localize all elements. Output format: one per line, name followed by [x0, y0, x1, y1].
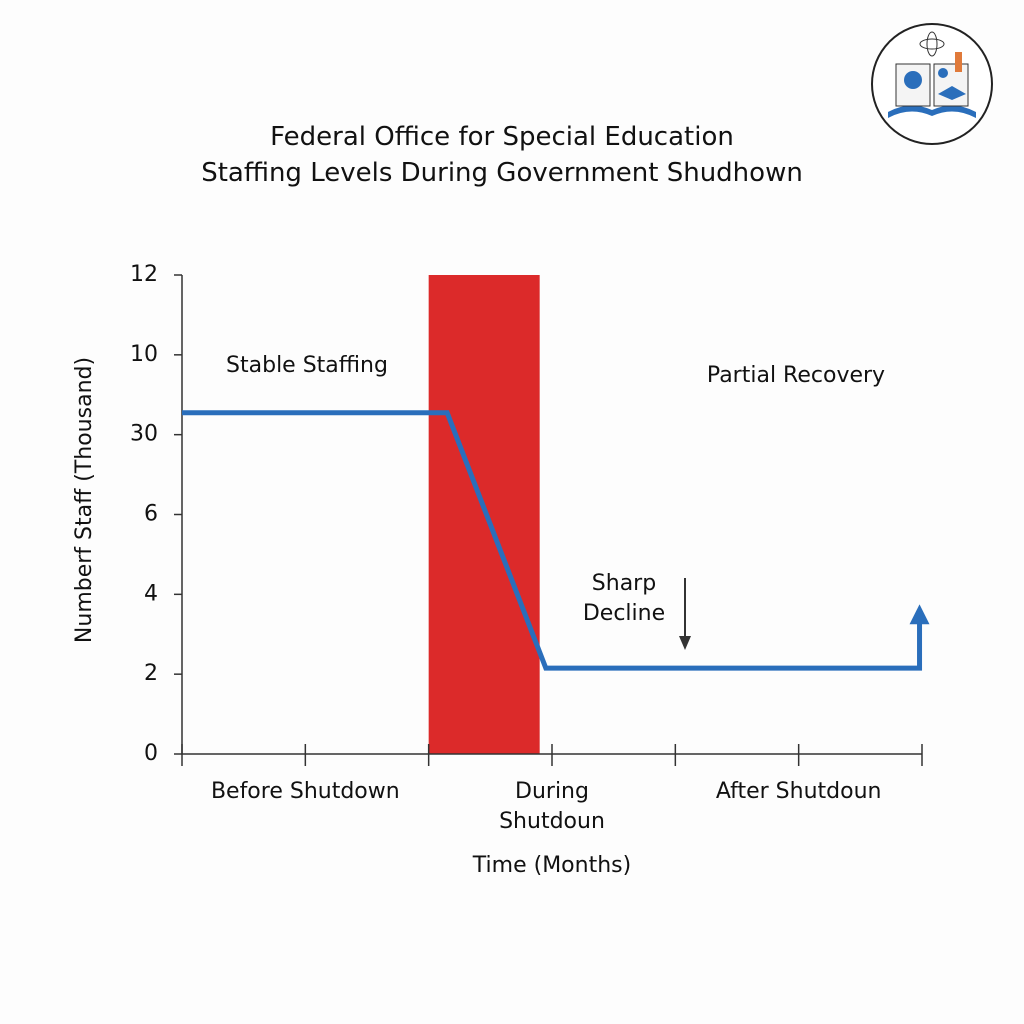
y-tick-label: 2: [144, 661, 158, 686]
chart-title: Staffing Levels During Government Shudho…: [201, 158, 803, 188]
y-tick-label: 6: [144, 502, 158, 527]
y-tick-label: 10: [130, 342, 158, 367]
x-axis-label: Time (Months): [472, 853, 632, 878]
y-tick-label: 30: [130, 422, 158, 447]
y-axis-label: Numberf Staff (Thousand): [72, 356, 97, 644]
y-tick-label: 12: [130, 262, 158, 287]
annotation: Partial Recovery: [706, 363, 886, 388]
annotation: Sharp Decline: [582, 571, 666, 626]
region-label: During Shutdoun: [499, 779, 605, 834]
annotation: Stable Staffing: [226, 353, 388, 378]
line: [182, 410, 930, 671]
region-label: Before Shutdown: [210, 779, 400, 804]
y-tick-label: 0: [144, 741, 158, 766]
chart-title: Federal Office for Special Education: [270, 122, 734, 152]
region-label: After Shutdoun: [715, 779, 882, 804]
logo: [871, 23, 993, 145]
y-tick-label: 4: [144, 581, 158, 606]
annotation-arrowhead: [679, 636, 691, 650]
